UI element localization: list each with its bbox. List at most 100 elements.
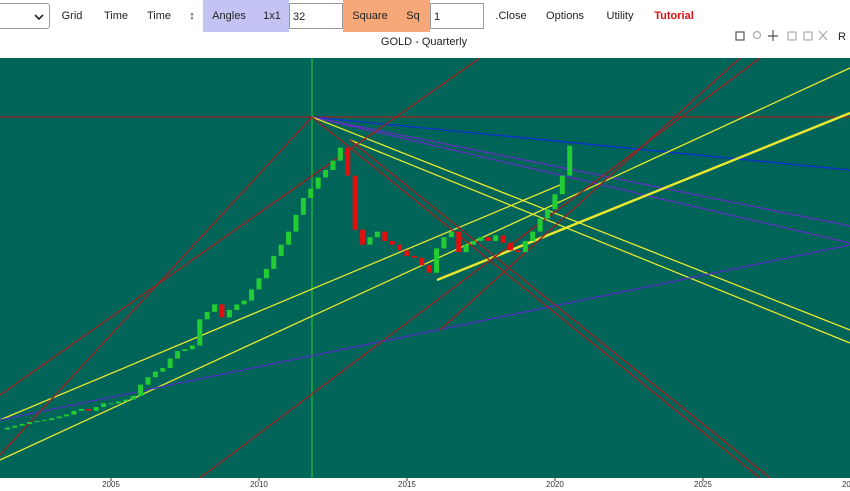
zoom-icon[interactable] [752,30,762,40]
candle-body [374,231,380,238]
zoom-out-icon[interactable] [803,31,813,41]
utility-button[interactable]: Utility [606,10,634,22]
candle-body [545,209,551,219]
candle-body [389,240,395,245]
candle-body [175,351,181,359]
candle-body [471,240,477,245]
candle-body [226,310,232,318]
ratio-button[interactable]: 1x1 [263,10,281,22]
candle-body [101,403,107,408]
candle-body [27,422,33,424]
angle-line [349,139,771,478]
candle-body [434,248,440,273]
candle-body [419,257,425,266]
reset-button[interactable]: R [838,31,846,43]
angle-input[interactable]: 32 [289,3,343,29]
candle-body [34,421,40,423]
candle-body [160,367,166,372]
candle-body [93,407,99,411]
square-button[interactable]: Square [352,10,388,22]
x-tick-label: 2015 [398,480,416,489]
candle-body [167,358,173,368]
candle-body [71,410,77,415]
candles [4,145,573,430]
plot-background [0,58,850,478]
candle-body [86,408,92,411]
candle-body [241,300,247,305]
candle-body [530,231,536,241]
candle-body [256,278,262,290]
sq-button[interactable]: Sq [406,10,420,22]
close-button[interactable]: .Close [495,10,527,22]
candle-body [485,237,491,241]
candle-body [219,304,225,318]
tutorial-button[interactable]: Tutorial [654,10,694,22]
zoom-in-icon[interactable] [787,31,797,41]
input-value: 32 [293,11,306,23]
candle-body [64,414,70,417]
time-button[interactable]: Time [103,10,129,22]
autoscale-icon[interactable] [818,30,828,41]
candle-body [204,311,210,320]
dropdown[interactable] [0,3,50,29]
candle-body [41,420,47,422]
x-tick-label: 2025 [694,480,712,489]
candle-body [522,240,528,253]
candle-body [123,399,129,402]
chart-title: GOLD - Quarterly [381,36,468,48]
options-button[interactable]: Options [546,10,584,22]
input-value: 1 [434,11,441,23]
dropdown-arrow [34,14,44,21]
square-bg [343,0,430,32]
candle-body [352,175,358,230]
x-tick-label: 2020 [546,480,564,489]
candle-body [308,188,314,198]
square-input[interactable]: 1 [430,3,484,29]
candle-body [463,244,469,253]
candle-body [411,255,417,258]
candle-body [271,255,277,269]
candle-body [441,237,447,249]
x-axis: 2005 2010 2015 2020 2025 2030 [102,478,850,489]
candle-body [152,371,158,378]
candle-body [567,145,573,176]
candle-body [360,229,366,245]
angle-line [311,116,850,227]
candle-body [234,304,240,310]
save-icon[interactable] [735,31,745,41]
pan-icon[interactable] [768,30,778,41]
candle-body [456,231,462,253]
grid-button[interactable]: Grid [61,10,83,22]
candle-body [4,427,10,430]
candle-body [182,349,188,352]
candle-body [115,401,121,404]
candle-body [263,268,269,279]
candle-body [515,250,521,253]
angles-button[interactable]: Angles [212,10,246,22]
candle-body [249,289,255,301]
angle-line [199,58,761,478]
candle-body [478,237,484,241]
angle-line [311,116,761,478]
candle-body [108,403,114,405]
candle-body [426,265,432,273]
x-tick-label: 2005 [102,480,120,489]
angle-line [436,111,850,282]
time-button[interactable]: Time [146,10,172,22]
candle-body [508,242,514,251]
candle-body [212,304,218,312]
candle-body [49,418,55,421]
candle-body [12,425,18,428]
candle-body [493,235,499,241]
candle-body [448,231,454,238]
candle-body [323,170,329,178]
candle-body [397,244,403,251]
candle-body [367,237,373,245]
candle-body [278,244,284,256]
swap-button[interactable]: ↕ [189,10,195,22]
angle-line [0,58,481,396]
candle-body [138,384,144,396]
candle-body [500,235,506,243]
candle-body [189,345,195,350]
candle-body [293,214,299,232]
